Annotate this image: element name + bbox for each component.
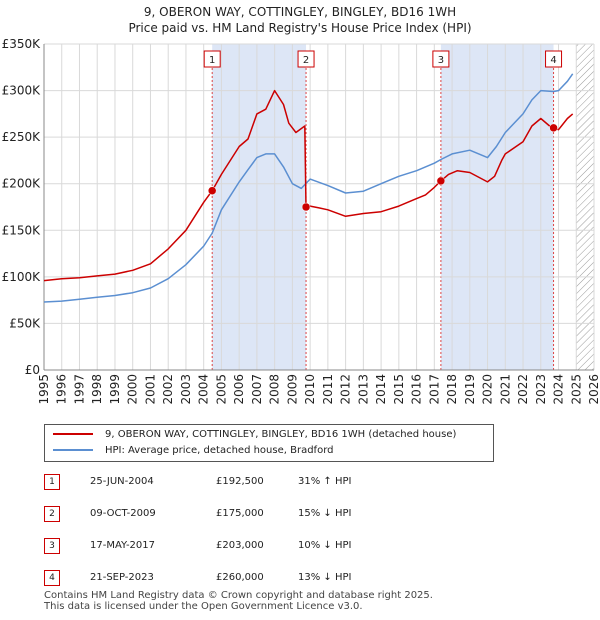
x-tick-label: 2003 — [179, 374, 193, 405]
x-tick-label: 2004 — [197, 374, 211, 405]
x-tick-label: 2009 — [285, 374, 299, 405]
table-row: 2 09-OCT-2009 £175,000 15% ↓ HPI — [44, 506, 444, 522]
x-tick-label: 2015 — [392, 374, 406, 405]
transaction-hpi-diff: 10% ↓ HPI — [298, 540, 352, 551]
transaction-price: £260,000 — [216, 572, 264, 583]
x-tick-label: 2025 — [569, 374, 583, 405]
x-tick-label: 1999 — [108, 374, 122, 405]
hpi-line — [43, 73, 574, 303]
table-row: 4 21-SEP-2023 £260,000 13% ↓ HPI — [44, 570, 444, 586]
x-tick-label: 2007 — [250, 374, 264, 405]
price-chart: £0 £50K £100K £150K £200K £250K £300K £350K 1995… — [2, 37, 600, 405]
transaction-date: 17-MAY-2017 — [90, 540, 156, 551]
footer-line1: Contains HM Land Registry data © Crown c… — [44, 590, 433, 601]
x-tick-label: 2023 — [534, 374, 548, 405]
shaded-range — [440, 44, 554, 370]
y-tick-label: £300K — [2, 84, 42, 98]
x-tick-label: 2021 — [498, 374, 512, 405]
x-tick-label: 2017 — [427, 374, 441, 405]
x-tick-label: 1996 — [55, 374, 69, 405]
sale-marker-label: 2 — [303, 55, 309, 66]
sale-marker-badge — [297, 50, 315, 68]
x-tick-label: 2024 — [552, 374, 566, 405]
transaction-hpi-diff: 31% ↑ HPI — [298, 476, 352, 487]
transaction-price: £203,000 — [216, 540, 264, 551]
forecast-hatch — [576, 44, 594, 370]
x-tick-label: 1998 — [90, 374, 104, 405]
x-tick-label: 2013 — [356, 374, 370, 405]
shaded-range — [212, 44, 307, 370]
x-tick-label: 2018 — [445, 374, 459, 405]
x-tick-label: 2005 — [214, 374, 228, 405]
transaction-date: 09-OCT-2009 — [90, 508, 156, 519]
x-tick-label: 2000 — [126, 374, 140, 405]
x-tick-label: 2014 — [374, 374, 388, 405]
sale-point — [549, 123, 558, 133]
chart-title-line2: Price paid vs. HM Land Registry's House … — [128, 21, 472, 35]
transaction-number-badge: 2 — [44, 506, 60, 522]
x-tick-label: 2016 — [410, 374, 424, 405]
footer-line2: This data is licensed under the Open Gov… — [44, 601, 363, 612]
x-tick-label: 2019 — [463, 374, 477, 405]
transaction-date: 25-JUN-2004 — [90, 476, 154, 487]
x-tick-label: 2012 — [339, 374, 353, 405]
sale-point — [207, 186, 217, 195]
y-tick-label: £150K — [2, 223, 42, 237]
x-tick-label: 2020 — [481, 374, 495, 405]
y-tick-label: £50K — [9, 316, 41, 330]
transaction-hpi-diff: 15% ↓ HPI — [298, 508, 352, 519]
transaction-hpi-diff: 13% ↓ HPI — [298, 572, 352, 583]
sale-marker-badge — [432, 50, 450, 68]
sale-marker-label: 3 — [438, 55, 444, 66]
transaction-price: £175,000 — [216, 508, 264, 519]
chart-title-line1: 9, OBERON WAY, COTTINGLEY, BINGLEY, BD16… — [143, 5, 457, 19]
footer-attribution: Contains HM Land Registry data © Crown c… — [44, 590, 433, 612]
sale-point — [436, 176, 446, 186]
x-tick-label: 2011 — [321, 374, 335, 405]
sale-marker-badge — [545, 50, 563, 68]
sale-marker-label: 4 — [550, 55, 556, 66]
transaction-price: £192,500 — [216, 476, 264, 487]
x-tick-label: 2001 — [143, 374, 157, 405]
x-tick-label: 2010 — [303, 374, 317, 405]
x-tick-label: 2006 — [232, 374, 246, 405]
y-tick-label: £350K — [2, 37, 42, 51]
x-tick-label: 2026 — [587, 374, 600, 405]
x-tick-label: 1997 — [72, 374, 86, 405]
x-tick-label: 2008 — [268, 374, 282, 405]
y-tick-label: £0 — [25, 363, 40, 377]
table-row: 3 17-MAY-2017 £203,000 10% ↓ HPI — [44, 538, 444, 554]
legend-swatch-property — [53, 433, 93, 435]
table-row: 1 25-JUN-2004 £192,500 31% ↑ HPI — [44, 474, 444, 490]
x-tick-label: 2022 — [516, 374, 530, 405]
y-tick-label: £100K — [2, 270, 42, 284]
y-tick-label: £200K — [2, 177, 42, 191]
legend-item-property: 9, OBERON WAY, COTTINGLEY, BINGLEY, BD16… — [53, 428, 456, 442]
x-tick-label: 1995 — [37, 374, 51, 405]
transaction-date: 21-SEP-2023 — [90, 572, 154, 583]
sale-marker-badge — [203, 50, 221, 68]
transaction-number-badge: 1 — [44, 474, 60, 490]
x-tick-label: 2002 — [161, 374, 175, 405]
chart-title: 9, OBERON WAY, COTTINGLEY, BINGLEY, BD16… — [0, 4, 600, 36]
sale-marker-label: 1 — [209, 55, 215, 66]
legend-swatch-hpi — [53, 449, 93, 451]
legend-label-property: 9, OBERON WAY, COTTINGLEY, BINGLEY, BD16… — [105, 429, 457, 440]
transaction-number-badge: 3 — [44, 538, 60, 554]
legend-item-hpi: HPI: Average price, detached house, Brad… — [53, 444, 333, 458]
legend-label-hpi: HPI: Average price, detached house, Brad… — [105, 445, 334, 456]
sale-point — [301, 202, 311, 212]
transaction-number-badge: 4 — [44, 570, 60, 586]
y-tick-label: £250K — [2, 130, 42, 144]
property-price-line — [43, 89, 574, 282]
chart-legend: 9, OBERON WAY, COTTINGLEY, BINGLEY, BD16… — [44, 424, 494, 462]
